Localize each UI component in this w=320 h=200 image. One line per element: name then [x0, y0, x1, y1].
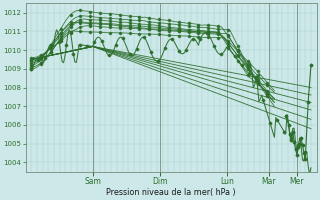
X-axis label: Pression niveau de la mer( hPa ): Pression niveau de la mer( hPa ): [106, 188, 236, 197]
